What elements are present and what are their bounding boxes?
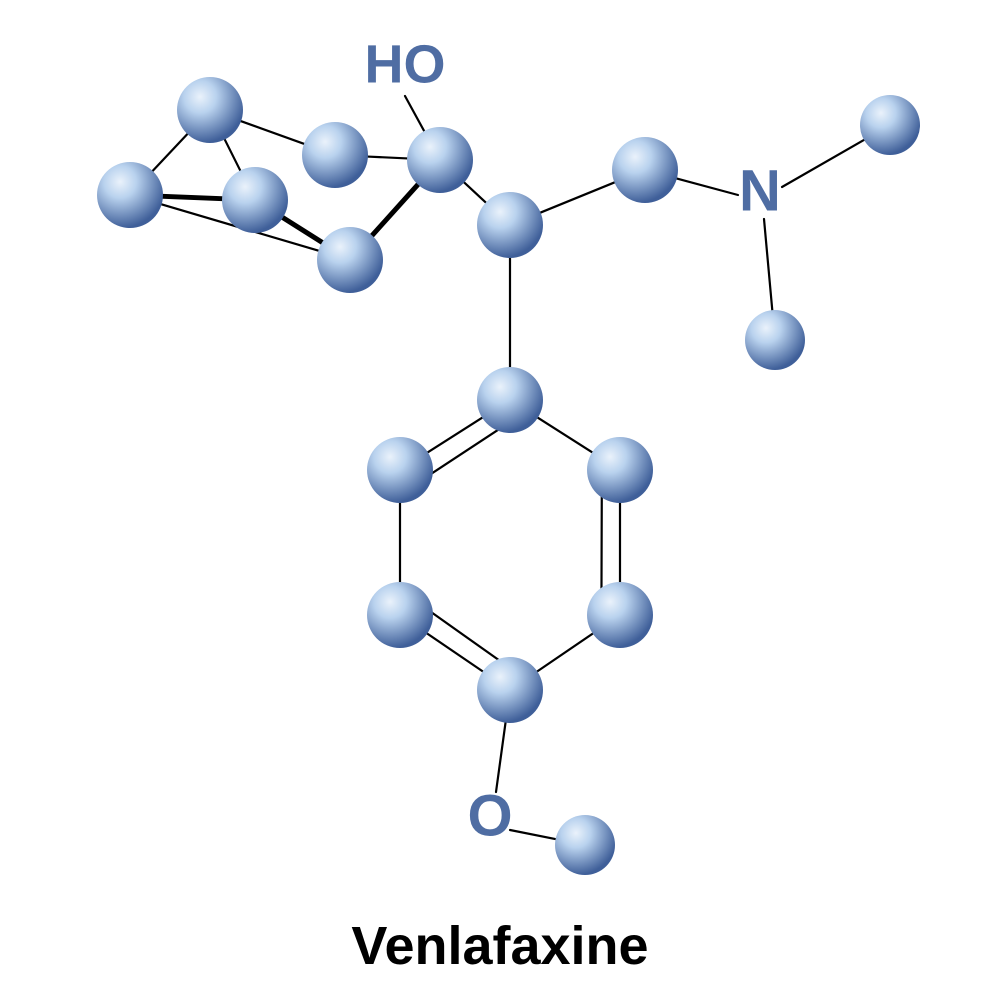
atom-c_top — [407, 127, 473, 193]
bond — [425, 632, 486, 674]
atom-ar_ur — [587, 437, 653, 503]
bond — [496, 719, 506, 792]
label-HO: HO — [365, 34, 446, 94]
bond — [405, 96, 426, 134]
bond — [365, 156, 411, 158]
atom-cy_ll — [97, 162, 163, 228]
atom-cy_ul — [177, 77, 243, 143]
bond — [427, 609, 502, 662]
atom-cy_lm — [222, 167, 288, 233]
bond — [425, 416, 485, 454]
bond — [782, 138, 867, 187]
bond — [223, 137, 241, 174]
atom-ar_top — [477, 367, 543, 433]
atom-c_main — [477, 192, 543, 258]
molecule-svg: HO N O — [0, 0, 1000, 1000]
bond — [160, 196, 226, 199]
atom-cy_ur — [302, 122, 368, 188]
compound-name: Venlafaxine — [0, 915, 1000, 977]
bond — [280, 216, 325, 244]
bond — [535, 416, 595, 454]
atom-ar_ul — [367, 437, 433, 503]
atom-n_me1 — [860, 95, 920, 155]
bond — [538, 181, 618, 214]
bond — [426, 427, 501, 477]
bond — [370, 182, 420, 238]
atom-cy_lr — [317, 227, 383, 293]
atom-o_me — [555, 815, 615, 875]
atom-n_me2 — [745, 310, 805, 370]
molecule-diagram: HO N O Venlafaxine — [0, 0, 1000, 1000]
atom-ar_ll — [367, 582, 433, 648]
bond — [238, 120, 307, 145]
bond — [510, 830, 559, 840]
atom-ar_bot — [477, 657, 543, 723]
bond — [535, 632, 596, 674]
label-N: N — [739, 158, 781, 223]
bond — [462, 180, 488, 205]
atom-ar_lr — [587, 582, 653, 648]
bond — [150, 132, 189, 174]
atom-c_ch2 — [612, 137, 678, 203]
bond — [674, 178, 738, 195]
bond — [764, 219, 773, 313]
label-O: O — [467, 783, 512, 848]
